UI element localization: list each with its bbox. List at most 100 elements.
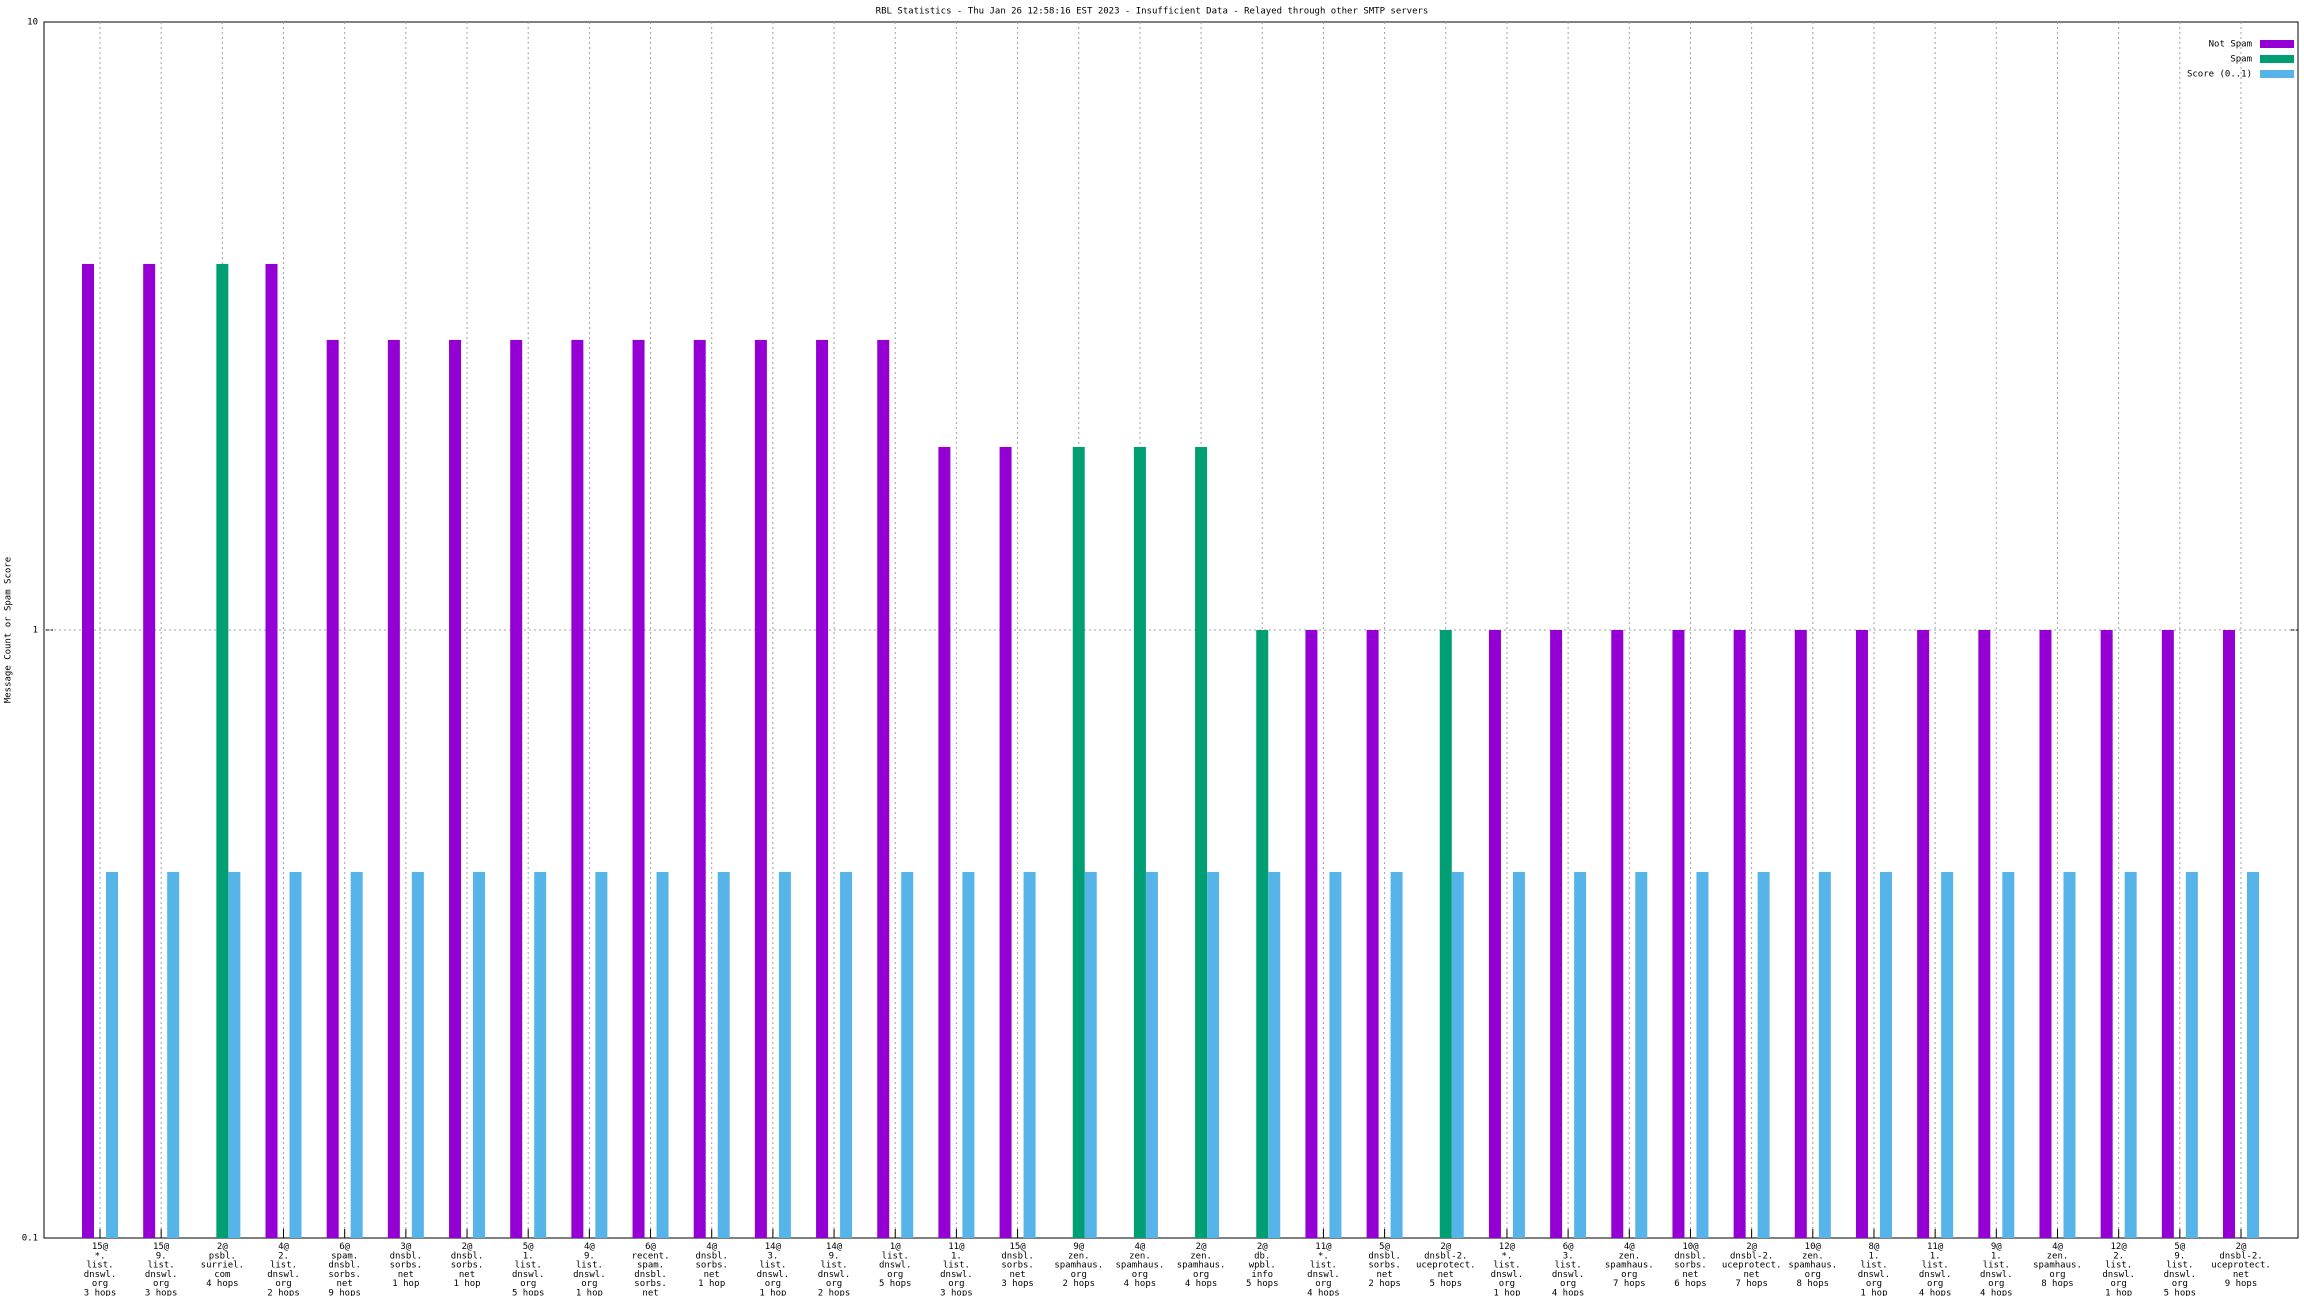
y-axis-label: Message Count or Spam Score	[4, 557, 14, 703]
legend-swatch	[2260, 55, 2294, 63]
bar	[510, 339, 523, 1238]
x-tick-label-line: 10@	[1805, 1242, 1822, 1252]
bar	[901, 871, 914, 1238]
bar	[1512, 871, 1525, 1238]
x-tick-label-line: *.	[1502, 1251, 1513, 1261]
x-tick-label-line: spamhaus.	[2033, 1260, 2082, 1270]
x-tick-label-line: 1 hop	[2105, 1288, 2132, 1296]
bar	[1672, 630, 1685, 1238]
x-tick-label-line: org	[2049, 1269, 2065, 1279]
x-tick-label-line: 5 hops	[2164, 1288, 2197, 1296]
x-tick-label-line: dnswl.	[1980, 1269, 2013, 1279]
bar	[143, 263, 156, 1239]
bar	[411, 871, 424, 1238]
x-tick-label-line: 1.	[523, 1251, 534, 1261]
x-tick-label-line: 4 hops	[1552, 1288, 1585, 1296]
x-tick-label-line: dnswl.	[1919, 1269, 1952, 1279]
x-tick-label-line: 7 hops	[1613, 1279, 1646, 1289]
x-tick-label-line: org	[2172, 1279, 2188, 1289]
x-tick-label: 2@ dnsbl-2. uceprotect. net 9 hops	[2211, 1242, 2271, 1289]
x-tick-label-line: 4 hops	[1919, 1288, 1952, 1296]
x-tick-label-line: info	[1251, 1269, 1273, 1279]
x-tick-label-line: 5 hops	[879, 1279, 912, 1289]
x-tick-label-line: sorbs.	[1674, 1260, 1707, 1270]
x-tick-label-line: 1 hop	[698, 1279, 725, 1289]
x-tick-label-line: sorbs.	[1001, 1260, 1034, 1270]
x-tick-label-line: 11@	[1315, 1242, 1332, 1252]
bar	[82, 263, 94, 1239]
x-tick-label-line: 4 hops	[206, 1279, 239, 1289]
x-tick-label-line: 1 hop	[759, 1288, 786, 1296]
x-tick-label-line: org	[1132, 1269, 1148, 1279]
x-tick-label-line: zen.	[2047, 1251, 2069, 1261]
x-tick-label-line: org	[92, 1279, 108, 1289]
bar	[938, 446, 951, 1238]
bar	[1366, 630, 1379, 1238]
bar	[1611, 630, 1624, 1238]
x-tick-label-line: 4@	[2052, 1242, 2063, 1252]
x-tick-label-line: dnsbl.	[390, 1251, 423, 1261]
x-tick-label-line: 1.	[1991, 1251, 2002, 1261]
x-tick-label-line: sorbs.	[1368, 1260, 1401, 1270]
bar	[693, 339, 706, 1238]
x-tick-label-line: org	[887, 1269, 903, 1279]
x-tick-label-line: dnswl.	[940, 1269, 973, 1279]
x-tick-label: 8@ 1. list. dnswl. org 1 hop	[1858, 1242, 1891, 1296]
x-tick-label-line: net	[1376, 1269, 1392, 1279]
x-tick-label-line: 15@	[1009, 1242, 1026, 1252]
x-tick-label-line: spam.	[331, 1251, 358, 1261]
x-tick-label-line: 11@	[1927, 1242, 1944, 1252]
bar	[1084, 871, 1097, 1238]
x-tick-label-line: net	[337, 1279, 353, 1289]
x-tick-label-line: 9 hops	[2225, 1279, 2258, 1289]
x-tick-label-line: dnsbl.	[328, 1260, 361, 1270]
x-tick-label-line: zen.	[1618, 1251, 1640, 1261]
x-tick-label-line: 1@	[890, 1242, 901, 1252]
bar	[999, 446, 1012, 1238]
bar	[1855, 630, 1868, 1238]
x-tick-label-line: org	[826, 1279, 842, 1289]
x-tick-label-line: 10@	[1682, 1242, 1699, 1252]
x-tick-label: 15@ *. list. dnswl. org 3 hops	[84, 1242, 117, 1296]
legend-swatch	[2260, 70, 2294, 78]
x-tick-label-line: 2@	[1440, 1242, 1451, 1252]
x-tick-label-line: 2 hops	[1062, 1279, 1095, 1289]
bar	[289, 871, 302, 1238]
x-tick-label: 2@ psbl. surriel. com 4 hops	[201, 1242, 244, 1289]
x-tick-label-line: recent.	[632, 1251, 670, 1261]
x-tick-label-line: 5@	[2174, 1242, 2185, 1252]
bar	[265, 263, 278, 1239]
x-tick-label-line: 4@	[1134, 1242, 1145, 1252]
x-tick-label-line: sorbs.	[390, 1260, 423, 1270]
x-tick-label-line: 12@	[1499, 1242, 1516, 1252]
x-tick-label-line: list.	[759, 1260, 786, 1270]
bar	[326, 339, 339, 1238]
x-tick-label: 14@ 9. list. dnswl. org 2 hops	[818, 1242, 851, 1296]
x-tick-label: 9@ zen. spamhaus. org 2 hops	[1054, 1242, 1103, 1289]
x-tick-label-line: 2@	[2236, 1242, 2247, 1252]
x-tick-label: 2@ dnsbl. sorbs. net 1 hop	[451, 1242, 484, 1289]
legend-label: Score (0..1)	[2187, 70, 2252, 80]
x-tick-label-line: org	[520, 1279, 536, 1289]
x-tick-label-line: org	[1805, 1269, 1821, 1279]
x-tick-label: 2@ db. wpbl. info 5 hops	[1246, 1242, 1279, 1289]
x-tick-label-line: 2 hops	[818, 1288, 851, 1296]
bar	[754, 339, 767, 1238]
bar	[387, 339, 400, 1238]
bar	[1439, 630, 1452, 1238]
x-tick-label-line: 1 hop	[392, 1279, 419, 1289]
x-tick-label-line: wpbl.	[1249, 1260, 1276, 1270]
x-tick-label-line: zen.	[1802, 1251, 1824, 1261]
x-tick-label-line: dnsbl.	[1674, 1251, 1707, 1261]
bar	[1451, 871, 1464, 1238]
x-tick-label-line: 3 hops	[940, 1288, 973, 1296]
bar	[2039, 630, 2052, 1238]
x-tick-label: 2@ dnsbl-2. uceprotect. net 5 hops	[1416, 1242, 1476, 1289]
x-tick-label-line: list.	[1310, 1260, 1337, 1270]
x-tick-label-line: org	[1988, 1279, 2004, 1289]
x-tick-label-line: 11@	[948, 1242, 965, 1252]
x-tick-label-line: list.	[2105, 1260, 2132, 1270]
x-tick-label-line: 4@	[1624, 1242, 1635, 1252]
x-tick-label-line: psbl.	[209, 1251, 236, 1261]
x-tick-label-line: 4 hops	[1307, 1288, 1340, 1296]
